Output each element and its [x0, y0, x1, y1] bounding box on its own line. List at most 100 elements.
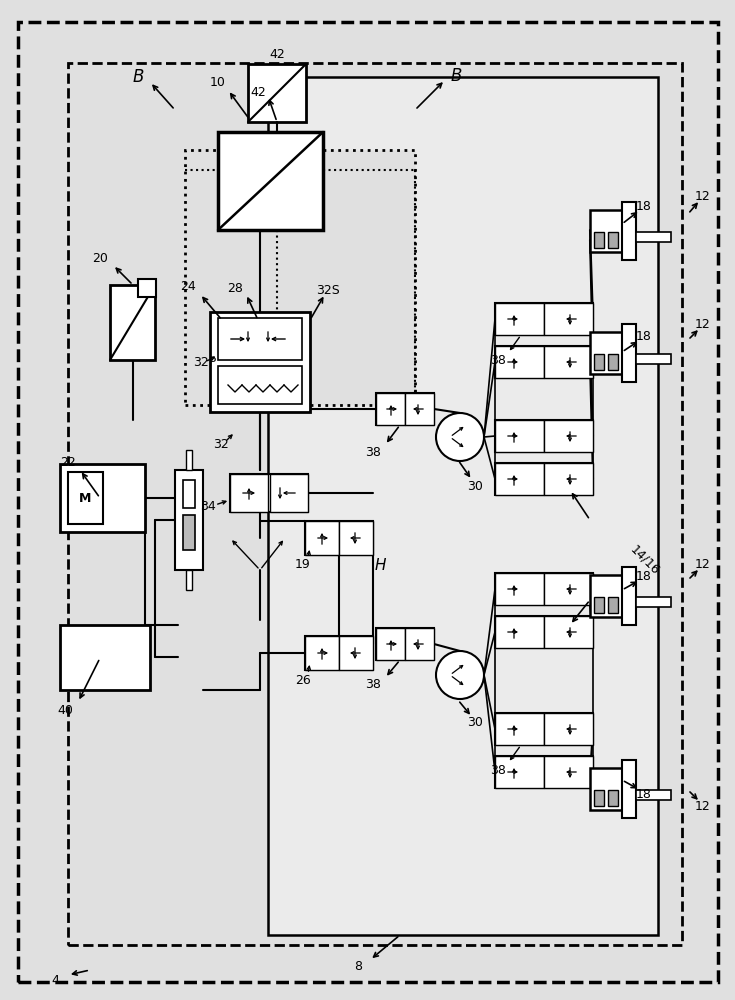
Text: 38: 38	[490, 764, 506, 776]
Text: 14/16: 14/16	[628, 543, 662, 577]
Bar	[622, 760, 636, 818]
Text: 19: 19	[295, 558, 311, 570]
Bar	[590, 332, 622, 374]
Text: 18: 18	[636, 570, 652, 582]
Text: 26: 26	[295, 674, 311, 686]
Bar	[495, 346, 544, 378]
Bar	[495, 713, 593, 745]
Bar	[218, 318, 302, 360]
Bar	[305, 521, 373, 555]
Text: 38: 38	[365, 446, 381, 458]
Bar	[495, 713, 544, 745]
Text: M: M	[79, 491, 91, 504]
Text: 38: 38	[490, 354, 506, 366]
Bar	[495, 463, 593, 495]
Bar	[594, 597, 604, 613]
Bar	[495, 616, 593, 648]
Bar	[590, 768, 622, 810]
Bar	[405, 393, 434, 425]
Bar	[544, 713, 593, 745]
Text: 30: 30	[467, 716, 483, 730]
Text: B: B	[451, 67, 462, 85]
Text: 24: 24	[180, 280, 196, 294]
Bar	[210, 312, 310, 412]
Bar	[138, 279, 156, 297]
Bar	[305, 636, 373, 670]
Bar	[185, 150, 415, 405]
Bar	[594, 790, 604, 806]
Bar	[544, 346, 593, 378]
Bar	[339, 636, 373, 670]
Text: 38: 38	[365, 678, 381, 692]
Text: 18: 18	[636, 330, 652, 342]
Bar	[339, 521, 373, 555]
Bar	[68, 63, 682, 945]
Bar	[590, 575, 622, 617]
Bar	[608, 597, 618, 613]
Text: 40: 40	[57, 704, 73, 716]
Bar	[183, 480, 195, 508]
Bar	[495, 616, 544, 648]
Bar	[636, 597, 671, 607]
Bar	[175, 470, 203, 570]
Bar	[305, 636, 339, 670]
Bar	[270, 474, 308, 512]
Bar	[110, 285, 155, 360]
Bar	[608, 790, 618, 806]
Bar	[218, 132, 323, 230]
Bar	[495, 346, 593, 378]
Text: 32: 32	[213, 438, 229, 452]
Bar	[230, 474, 308, 512]
Bar	[495, 303, 593, 335]
Bar	[636, 232, 671, 242]
Circle shape	[436, 413, 484, 461]
Bar	[594, 354, 604, 370]
Text: 4: 4	[51, 974, 59, 986]
Bar	[495, 463, 544, 495]
Text: H: H	[374, 558, 386, 572]
Bar	[186, 570, 192, 590]
Bar	[248, 64, 306, 122]
Text: 10: 10	[210, 77, 226, 90]
Bar	[268, 77, 658, 935]
Bar	[376, 393, 434, 425]
Bar	[636, 790, 671, 800]
Bar	[544, 420, 593, 452]
Bar	[544, 303, 593, 335]
Bar	[544, 573, 593, 605]
Text: 12: 12	[695, 190, 711, 202]
Text: 12: 12	[695, 318, 711, 330]
Text: 42: 42	[250, 86, 266, 99]
Bar	[230, 474, 268, 512]
Bar	[608, 354, 618, 370]
Bar	[376, 393, 405, 425]
Text: 18: 18	[636, 788, 652, 802]
Bar	[405, 628, 434, 660]
Text: 22: 22	[60, 456, 76, 470]
Bar	[495, 756, 544, 788]
Bar	[594, 232, 604, 248]
Bar	[305, 521, 339, 555]
Bar	[590, 210, 622, 252]
Text: B: B	[132, 68, 143, 86]
Bar	[544, 463, 593, 495]
Bar	[495, 573, 544, 605]
Text: 30: 30	[467, 481, 483, 493]
Bar	[622, 202, 636, 260]
Text: 8: 8	[354, 960, 362, 974]
Bar	[608, 232, 618, 248]
Bar	[68, 472, 103, 524]
Bar	[622, 324, 636, 382]
Bar	[495, 420, 544, 452]
Bar	[183, 515, 195, 550]
Text: 42: 42	[269, 48, 285, 62]
Text: 34: 34	[200, 500, 216, 514]
Bar	[495, 573, 593, 605]
Text: 18: 18	[636, 200, 652, 213]
Bar	[60, 464, 145, 532]
Text: 32S: 32S	[316, 284, 340, 296]
Bar	[495, 303, 544, 335]
Text: 32P: 32P	[193, 356, 216, 368]
Bar	[636, 354, 671, 364]
Text: 12: 12	[695, 800, 711, 814]
